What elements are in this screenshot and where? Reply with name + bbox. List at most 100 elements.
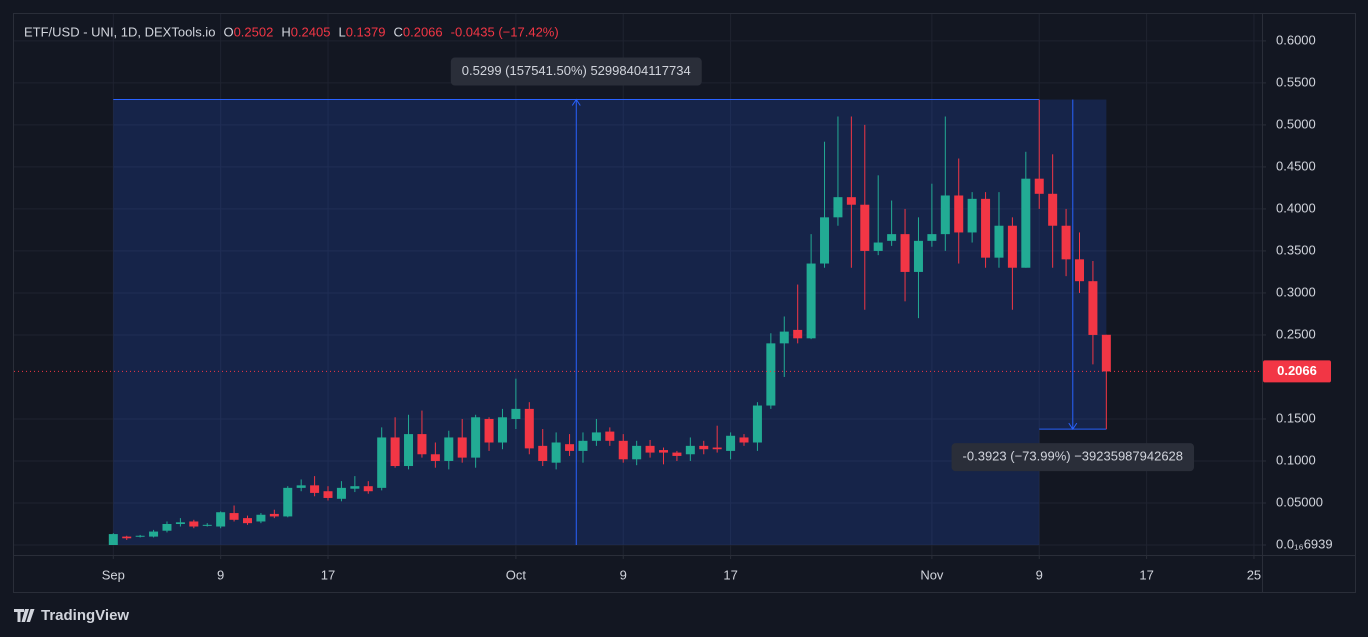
candle-body	[296, 485, 306, 488]
x-tick-label: 17	[1139, 567, 1153, 582]
candle-body	[497, 417, 507, 443]
candle-body	[323, 491, 333, 498]
legend-title: ETF/USD - UNI, 1D, DEXTools.io	[24, 24, 215, 39]
candle-body	[591, 432, 601, 441]
candle-body	[1101, 334, 1111, 372]
y-tick-label: 0.5500	[1276, 74, 1316, 89]
x-tick-label: 17	[321, 567, 335, 582]
candle-body	[149, 531, 159, 537]
candles	[14, 99, 1262, 546]
y-tick-label: 0.2500	[1276, 326, 1316, 341]
legend-key: L	[338, 24, 345, 39]
brand-name: TradingView	[41, 607, 129, 624]
candle-body	[108, 534, 118, 546]
candle-body	[806, 263, 816, 339]
candle-body	[578, 440, 588, 451]
candle-body	[699, 445, 709, 450]
candle-body	[685, 445, 695, 455]
candle-body	[739, 437, 749, 443]
candle-body	[175, 522, 185, 524]
measure-label: -0.3923 (−73.99%) −39235987942628	[963, 449, 1183, 464]
candle-body	[511, 408, 521, 419]
candle-body	[162, 523, 172, 531]
candle-body	[336, 487, 346, 499]
candle-body	[216, 512, 226, 527]
candle-body	[994, 225, 1004, 258]
y-tick-label: 0.4500	[1276, 158, 1316, 173]
candle-body	[820, 217, 830, 264]
candle-body	[1007, 225, 1017, 268]
legend-value: 0.2066	[403, 24, 443, 39]
candle-body	[605, 431, 615, 441]
grid	[14, 14, 1262, 555]
candle-body	[189, 521, 199, 527]
candle-body	[538, 445, 548, 461]
measure-label-box	[951, 443, 1195, 472]
brand: TradingView	[14, 607, 129, 624]
candle-body	[269, 513, 279, 517]
candle-body	[672, 452, 682, 456]
y-tick-label: 0.6000	[1276, 32, 1316, 47]
x-tick-label: 25	[1247, 567, 1261, 582]
y-tick-label: 0.1000	[1276, 452, 1316, 467]
candle-body	[1021, 178, 1031, 268]
candle-body	[363, 486, 373, 492]
candle-body	[793, 329, 803, 339]
arrow-head	[1068, 422, 1078, 431]
candle-body	[551, 442, 561, 463]
candle-body	[913, 240, 923, 272]
candle-body	[377, 437, 387, 488]
y-tick-label: 0.5000	[1276, 116, 1316, 131]
legend-value: 0.2405	[291, 24, 331, 39]
candle-body	[1088, 281, 1098, 335]
candle-body	[1034, 178, 1044, 194]
candle-body	[350, 486, 360, 489]
candle-body	[833, 197, 843, 218]
candle-body	[565, 444, 575, 451]
candle-body	[766, 343, 776, 406]
y-tick-label: 0.0₁₆6939	[1276, 536, 1333, 551]
candle-body	[202, 524, 212, 526]
candle-body	[1074, 259, 1084, 282]
candle-body	[752, 405, 762, 443]
last-price-label: 0.2066	[1277, 363, 1317, 378]
candle-body	[927, 234, 937, 241]
candle-body	[283, 487, 293, 517]
legend: ETF/USD - UNI, 1D, DEXTools.io O 0.2502 H 0…	[24, 24, 559, 39]
axes: 0.6000 0.5500 0.5000 0.4500 0.4000 0.3500 0.30…	[14, 14, 1355, 592]
legend-value: 0.2502	[234, 24, 274, 39]
candle-body	[484, 418, 494, 443]
candle-body	[524, 408, 534, 449]
candle-body	[256, 514, 266, 522]
x-tick-label: 9	[1036, 567, 1043, 582]
x-tick-label: Oct	[506, 567, 527, 582]
legend-value: 0.1379	[346, 24, 386, 39]
candle-body	[457, 437, 467, 458]
candle-body	[940, 195, 950, 235]
candle-body	[1048, 193, 1058, 226]
candle-body	[444, 437, 454, 461]
candle-body	[390, 437, 400, 467]
measure-label-box	[450, 57, 702, 86]
candle-body	[846, 197, 856, 205]
candle-body	[658, 450, 668, 453]
legend-key: C	[393, 24, 402, 39]
y-tick-label: 0.3000	[1276, 284, 1316, 299]
candle-body	[404, 434, 414, 467]
arrow-head	[571, 98, 581, 106]
candle-body	[242, 518, 252, 524]
candle-body	[873, 242, 883, 251]
candle-body	[981, 198, 991, 258]
candle-body	[1061, 225, 1071, 260]
legend-key: O	[223, 24, 233, 39]
candle-body	[712, 447, 722, 450]
candle-body	[471, 417, 481, 458]
measure-label: 0.5299 (157541.50%) 52998404117734	[462, 63, 691, 78]
brand-logo	[14, 609, 35, 622]
candle-body	[860, 204, 870, 251]
candle-body	[417, 434, 427, 455]
frame	[13, 13, 1356, 593]
